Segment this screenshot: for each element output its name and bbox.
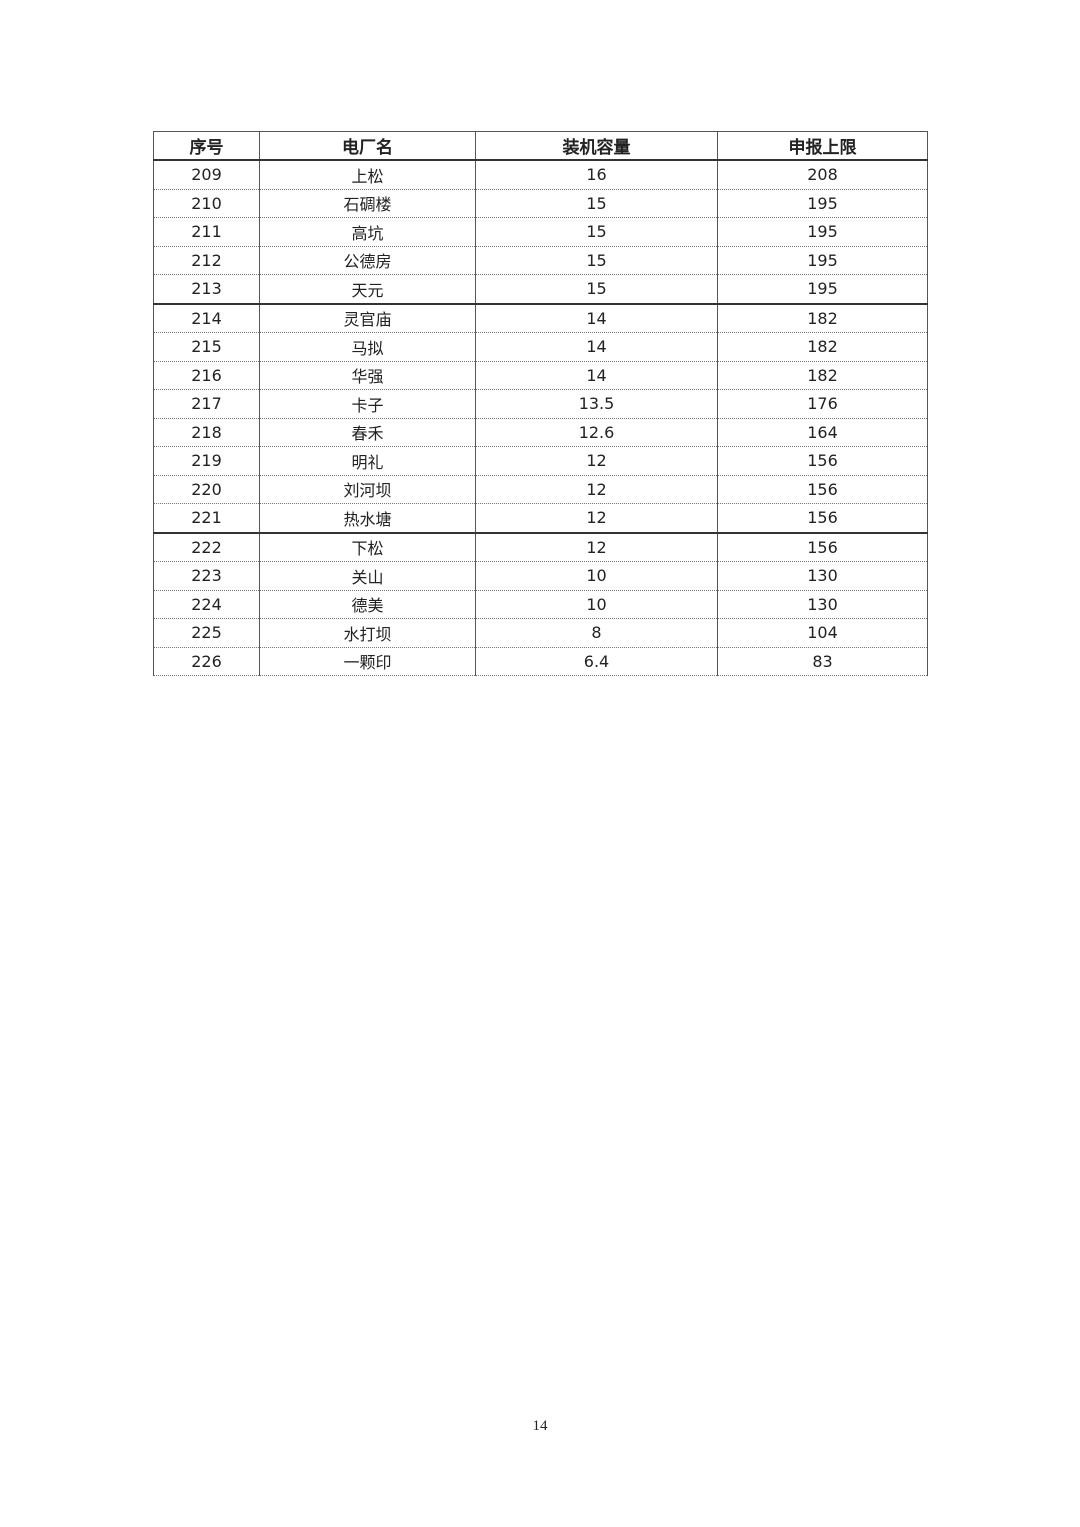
cell-capacity: 12 [475, 532, 718, 562]
cell-limit: 164 [717, 417, 928, 447]
header-plant-name: 电厂名 [259, 131, 476, 161]
cell-index: 216 [153, 360, 260, 390]
page-number: 14 [532, 1418, 548, 1434]
cell-plant-name: 下松 [259, 532, 476, 562]
cell-plant-name: 高坑 [259, 217, 476, 247]
cell-index: 225 [153, 618, 260, 648]
table-row: 222 下松 12 156 [153, 532, 928, 562]
cell-limit: 156 [717, 474, 928, 504]
cell-index: 218 [153, 417, 260, 447]
cell-limit: 182 [717, 303, 928, 333]
table-row: 220 刘河坝 12 156 [153, 474, 928, 504]
cell-limit: 156 [717, 446, 928, 476]
power-plant-table: 序号 电厂名 装机容量 申报上限 209 上松 16 208 210 石碉楼 15 195 211 高坑… [153, 131, 928, 676]
cell-index: 215 [153, 332, 260, 362]
cell-index: 221 [153, 503, 260, 534]
table-row: 211 高坑 15 195 [153, 217, 928, 247]
cell-plant-name: 卡子 [259, 389, 476, 419]
cell-limit: 195 [717, 188, 928, 218]
cell-capacity: 14 [475, 303, 718, 333]
cell-plant-name: 灵官庙 [259, 303, 476, 333]
header-index: 序号 [153, 131, 260, 161]
cell-capacity: 15 [475, 274, 718, 305]
cell-index: 224 [153, 589, 260, 619]
table-row: 226 一颗印 6.4 83 [153, 646, 928, 676]
table-row: 212 公德房 15 195 [153, 245, 928, 275]
cell-capacity: 16 [475, 159, 718, 190]
cell-index: 220 [153, 474, 260, 504]
cell-limit: 182 [717, 360, 928, 390]
table-row: 216 华强 14 182 [153, 360, 928, 390]
cell-index: 210 [153, 188, 260, 218]
table-row: 219 明礼 12 156 [153, 446, 928, 476]
cell-plant-name: 石碉楼 [259, 188, 476, 218]
cell-plant-name: 明礼 [259, 446, 476, 476]
cell-index: 213 [153, 274, 260, 305]
cell-plant-name: 刘河坝 [259, 474, 476, 504]
cell-plant-name: 华强 [259, 360, 476, 390]
table-row: 213 天元 15 195 [153, 274, 928, 305]
header-limit: 申报上限 [717, 131, 928, 161]
cell-capacity: 13.5 [475, 389, 718, 419]
cell-index: 209 [153, 159, 260, 190]
cell-limit: 130 [717, 589, 928, 619]
cell-plant-name: 天元 [259, 274, 476, 305]
cell-index: 226 [153, 646, 260, 676]
cell-plant-name: 上松 [259, 159, 476, 190]
cell-capacity: 14 [475, 332, 718, 362]
cell-index: 217 [153, 389, 260, 419]
header-capacity: 装机容量 [475, 131, 718, 161]
table-row: 221 热水塘 12 156 [153, 503, 928, 534]
cell-capacity: 15 [475, 188, 718, 218]
table-header-row: 序号 电厂名 装机容量 申报上限 [153, 131, 928, 161]
cell-plant-name: 热水塘 [259, 503, 476, 534]
cell-index: 212 [153, 245, 260, 275]
cell-capacity: 15 [475, 245, 718, 275]
table-row: 224 德美 10 130 [153, 589, 928, 619]
cell-limit: 156 [717, 532, 928, 562]
cell-limit: 176 [717, 389, 928, 419]
cell-limit: 195 [717, 245, 928, 275]
table-row: 210 石碉楼 15 195 [153, 188, 928, 218]
table-row: 217 卡子 13.5 176 [153, 389, 928, 419]
table-row: 214 灵官庙 14 182 [153, 303, 928, 333]
cell-limit: 208 [717, 159, 928, 190]
cell-capacity: 14 [475, 360, 718, 390]
cell-capacity: 10 [475, 561, 718, 591]
table-row: 225 水打坝 8 104 [153, 618, 928, 648]
cell-limit: 156 [717, 503, 928, 534]
cell-index: 219 [153, 446, 260, 476]
cell-capacity: 6.4 [475, 646, 718, 676]
cell-limit: 83 [717, 646, 928, 676]
cell-plant-name: 公德房 [259, 245, 476, 275]
cell-capacity: 10 [475, 589, 718, 619]
cell-plant-name: 水打坝 [259, 618, 476, 648]
cell-limit: 195 [717, 217, 928, 247]
cell-limit: 182 [717, 332, 928, 362]
cell-limit: 130 [717, 561, 928, 591]
cell-index: 211 [153, 217, 260, 247]
cell-limit: 195 [717, 274, 928, 305]
cell-limit: 104 [717, 618, 928, 648]
cell-capacity: 12.6 [475, 417, 718, 447]
cell-plant-name: 春禾 [259, 417, 476, 447]
cell-capacity: 12 [475, 446, 718, 476]
cell-index: 222 [153, 532, 260, 562]
cell-capacity: 12 [475, 474, 718, 504]
cell-plant-name: 马拟 [259, 332, 476, 362]
table-row: 223 关山 10 130 [153, 561, 928, 591]
cell-plant-name: 德美 [259, 589, 476, 619]
cell-index: 214 [153, 303, 260, 333]
table-row: 209 上松 16 208 [153, 159, 928, 190]
cell-plant-name: 关山 [259, 561, 476, 591]
cell-index: 223 [153, 561, 260, 591]
cell-capacity: 8 [475, 618, 718, 648]
cell-capacity: 15 [475, 217, 718, 247]
cell-capacity: 12 [475, 503, 718, 534]
table-row: 215 马拟 14 182 [153, 332, 928, 362]
table-row: 218 春禾 12.6 164 [153, 417, 928, 447]
cell-plant-name: 一颗印 [259, 646, 476, 676]
